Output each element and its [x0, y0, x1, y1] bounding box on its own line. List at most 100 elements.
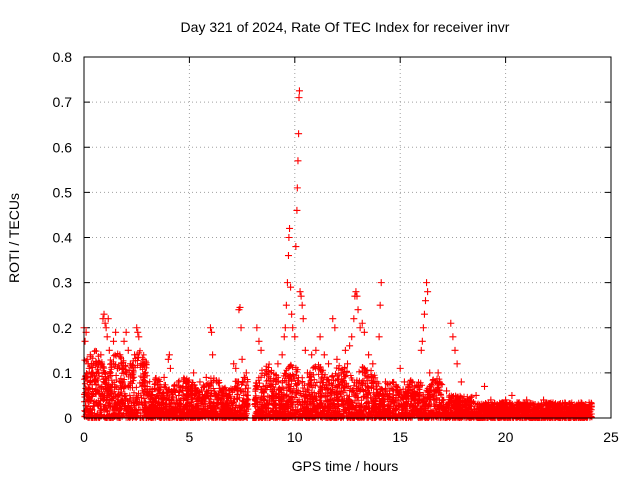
data-point [242, 369, 250, 377]
data-point [257, 346, 265, 354]
data-point [421, 297, 429, 305]
x-tick-label: 0 [80, 429, 88, 445]
x-tick-label: 20 [498, 429, 514, 445]
data-point [166, 364, 174, 372]
data-point [358, 319, 366, 327]
data-point [102, 324, 110, 332]
data-point [451, 346, 459, 354]
data-point [308, 351, 316, 359]
data-point [341, 346, 349, 354]
data-point [346, 342, 354, 350]
x-tick-label: 5 [186, 429, 194, 445]
y-tick-label: 0.5 [53, 184, 73, 200]
data-point [120, 337, 128, 345]
data-point [331, 324, 339, 332]
x-tick-label: 10 [287, 429, 303, 445]
data-point [133, 324, 141, 332]
data-point [400, 378, 408, 386]
x-tick-labels: 0 5 10 15 20 25 [80, 429, 619, 445]
data-point [426, 369, 434, 377]
data-point [301, 346, 309, 354]
data-point [299, 315, 307, 323]
data-point [100, 310, 108, 318]
data-point [237, 324, 245, 332]
data-point [329, 315, 337, 323]
data-point [457, 378, 465, 386]
data-point [278, 351, 286, 359]
data-point [434, 369, 442, 377]
data-point [424, 288, 432, 296]
data-point [280, 333, 288, 341]
data-point [289, 324, 297, 332]
data-point [472, 391, 480, 399]
data-point [375, 333, 383, 341]
data-point [376, 301, 384, 309]
y-tick-label: 0.2 [53, 320, 73, 336]
data-point [232, 364, 240, 372]
data-point [481, 382, 489, 390]
data-point [124, 346, 132, 354]
data-point [449, 333, 457, 341]
y-tick-label: 0.3 [53, 275, 73, 291]
data-point [286, 224, 294, 232]
data-point [134, 328, 142, 336]
data-point [165, 351, 173, 359]
data-point [135, 333, 143, 341]
data-point [208, 328, 216, 336]
data-point [209, 351, 217, 359]
data-point [298, 301, 306, 309]
data-point [453, 360, 461, 368]
data-point [377, 279, 385, 287]
data-point [236, 303, 244, 311]
data-point [255, 337, 263, 345]
data-point [287, 283, 295, 291]
data-point [352, 288, 360, 296]
data-point [316, 333, 324, 341]
data-point [350, 315, 358, 323]
data-point [295, 130, 303, 138]
y-tick-label: 0.7 [53, 94, 73, 110]
data-point [110, 337, 118, 345]
data-point [360, 328, 368, 336]
data-point [295, 94, 303, 102]
data-point [320, 351, 328, 359]
grid [84, 57, 611, 418]
x-axis-label: GPS time / hours [292, 458, 399, 474]
data-point [291, 333, 299, 341]
data-point [369, 360, 377, 368]
data-cloud [81, 347, 595, 421]
data-point [294, 157, 302, 165]
data-point [344, 360, 351, 368]
data-point [160, 373, 168, 381]
data-point [295, 87, 303, 95]
data-point [104, 315, 112, 323]
data-point [312, 346, 320, 354]
data-point [230, 360, 238, 368]
data-point [81, 337, 89, 345]
y-tick-label: 0.1 [53, 365, 73, 381]
data-point [447, 319, 455, 327]
y-tick-label: 0.6 [53, 139, 73, 155]
data-point [206, 324, 214, 332]
data-point [292, 243, 300, 251]
data-point [274, 360, 282, 368]
plot-frame [83, 56, 612, 419]
data-point [293, 184, 301, 192]
data-point [348, 333, 356, 341]
data-point [283, 279, 291, 287]
data-point [333, 355, 341, 363]
data-point [105, 346, 113, 354]
data-points [80, 87, 594, 413]
data-point [103, 333, 111, 341]
data-point [284, 252, 292, 260]
y-tick-label: 0.8 [53, 49, 73, 65]
chart-title: Day 321 of 2024, Rate Of TEC Index for r… [181, 19, 510, 35]
data-point [238, 355, 246, 363]
data-point [190, 369, 198, 377]
data-point [282, 301, 290, 309]
data-point [112, 328, 120, 336]
data-point [423, 279, 431, 287]
data-point [417, 346, 425, 354]
data-point [418, 337, 426, 345]
